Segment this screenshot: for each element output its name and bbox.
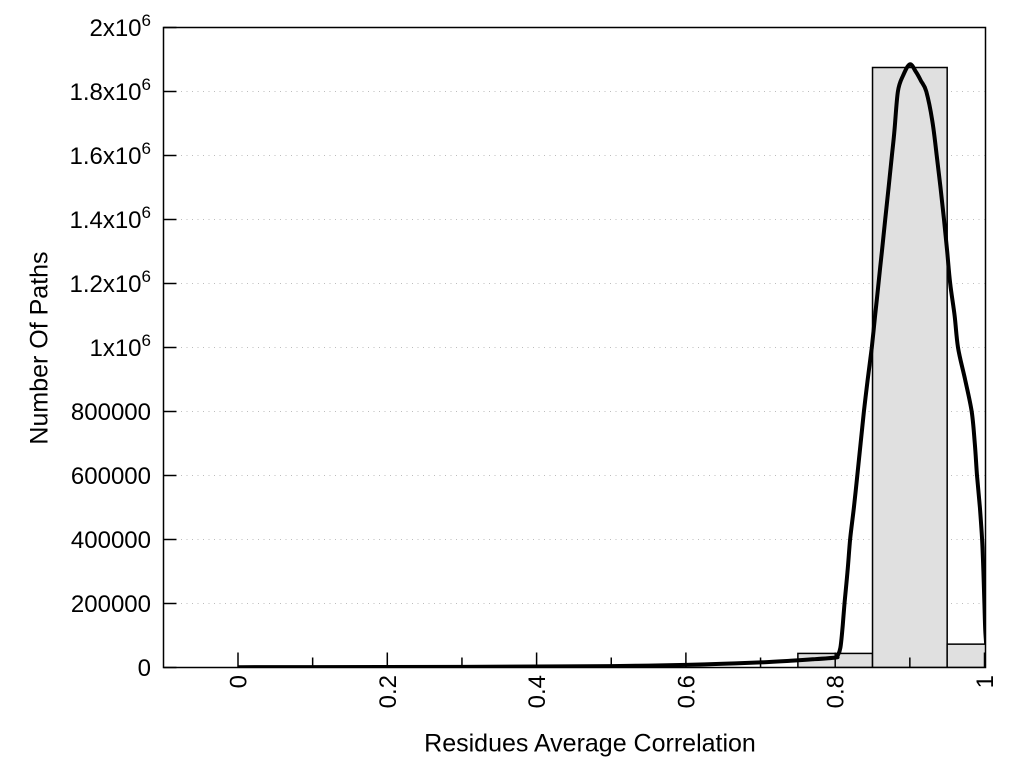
- y-tick-label: 800000: [71, 399, 151, 426]
- x-tick-label: 0.2: [375, 675, 402, 708]
- y-tick-label: 0: [138, 655, 151, 682]
- curve-group: [237, 62, 986, 668]
- y-tick-label: 2x106: [89, 11, 151, 42]
- bars-group: [797, 66, 986, 668]
- y-tick-label: 1.8x106: [69, 75, 151, 106]
- x-tick-label: 0: [226, 675, 253, 688]
- y-tick-label: 400000: [71, 527, 151, 554]
- x-tick-label: 0.4: [524, 675, 551, 708]
- histogram-bar: [871, 66, 948, 668]
- x-axis-title: Residues Average Correlation: [424, 729, 756, 758]
- y-tick-label: 200000: [71, 591, 151, 618]
- y-tick-label: 1.4x106: [69, 203, 151, 234]
- x-tick-label: 1: [972, 675, 999, 688]
- fit-curve: [237, 62, 986, 668]
- histogram-bar: [946, 643, 986, 668]
- y-tick-label: 1.6x106: [69, 139, 151, 170]
- y-axis-title: Number Of Paths: [25, 251, 54, 445]
- plot-border: [162, 26, 987, 669]
- x-tick-label: 0.6: [673, 675, 700, 708]
- y-tick-label: 1x106: [89, 331, 151, 362]
- y-tick-label: 1.2x106: [69, 267, 151, 298]
- y-tick-label: 600000: [71, 463, 151, 490]
- x-tick-label: 0.8: [823, 675, 850, 708]
